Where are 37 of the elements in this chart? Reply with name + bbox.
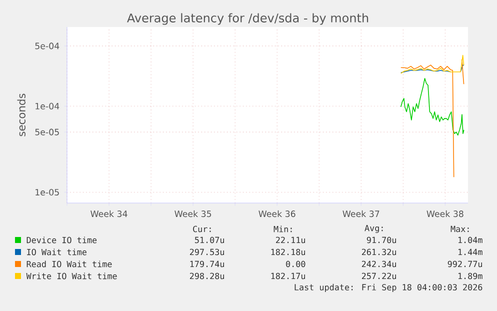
chart-title: Average latency for /dev/sda - by month	[127, 13, 368, 25]
text: 297.53u	[190, 248, 224, 256]
text: Last update: Fri Sep 18 04:00:03 2026	[294, 284, 482, 292]
text: Min:	[274, 226, 292, 232]
text: Cur:	[193, 226, 211, 232]
text: 298.28u	[190, 272, 224, 280]
text: 261.32u	[362, 248, 396, 256]
text: 182.17u	[271, 272, 305, 280]
text: Avg:	[364, 225, 383, 233]
legend-label: Read IO Wait time	[26, 260, 112, 268]
text: 1.44m	[458, 248, 482, 256]
y-tick-label: 1e-05	[36, 188, 59, 196]
y-tick-label: 5e-05	[35, 128, 59, 136]
y-axis-title: seconds	[17, 94, 26, 136]
text: 182.18u	[271, 248, 305, 256]
legend-label: Device IO time	[26, 236, 97, 244]
text: 257.22u	[362, 272, 396, 280]
text: 22.11u	[276, 236, 305, 244]
text: 1.89m	[458, 272, 482, 280]
text: 1.04m	[458, 236, 482, 244]
legend-label: Write IO Wait time	[26, 272, 117, 280]
text: 0.00	[286, 260, 306, 268]
x-tick-label: Week 38	[426, 210, 464, 218]
x-tick-label: Week 35	[174, 210, 212, 218]
x-tick-label: Week 37	[342, 210, 380, 218]
x-tick-label: Week 34	[90, 210, 128, 218]
text: 91.70u	[366, 236, 396, 244]
line-series	[400, 78, 464, 136]
y-tick-label: 5e-04	[35, 42, 60, 50]
text: 51.07u	[194, 236, 224, 244]
x-tick-label: Week 36	[258, 210, 296, 218]
text: 179.74u	[190, 260, 224, 268]
text: 242.34u	[362, 260, 396, 268]
text: 992.77u	[448, 260, 482, 268]
y-tick-label: 1e-04	[36, 102, 60, 110]
legend-label: IO Wait time	[27, 248, 86, 256]
text: Max:	[450, 226, 469, 232]
